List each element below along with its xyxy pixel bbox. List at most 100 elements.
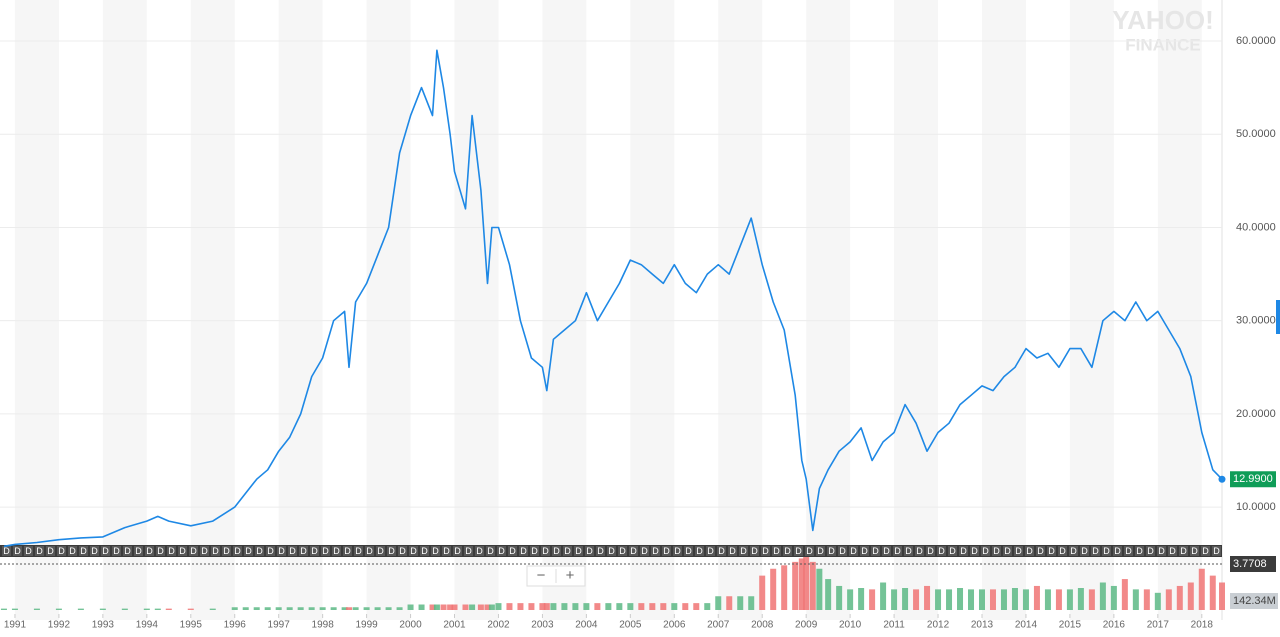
event-marker: D	[1169, 546, 1176, 556]
event-box	[321, 546, 330, 556]
event-box	[772, 546, 781, 556]
volume-bar	[242, 607, 249, 610]
x-tick-label: 1994	[136, 620, 159, 631]
event-box	[684, 546, 693, 556]
volume-bar	[1121, 579, 1128, 610]
volume-bar	[77, 608, 84, 610]
event-marker: D	[619, 546, 626, 556]
x-tick-label: 2008	[751, 620, 774, 631]
volume-bar	[935, 589, 942, 610]
event-marker: D	[685, 546, 692, 556]
event-box	[497, 546, 506, 556]
event-marker: D	[1191, 546, 1198, 556]
event-box	[673, 546, 682, 556]
y-tick-label: 20.0000	[1236, 408, 1276, 420]
volume-bar	[528, 603, 535, 610]
x-tick-label: 2011	[883, 620, 905, 631]
event-marker: D	[773, 546, 780, 556]
event-box	[1069, 546, 1078, 556]
volume-bar	[440, 604, 447, 610]
volume-bar	[704, 603, 711, 610]
year-band	[190, 0, 235, 620]
event-box	[1157, 546, 1166, 556]
event-marker: D	[707, 546, 714, 556]
volume-bar	[671, 603, 678, 610]
volume-bar	[330, 607, 337, 610]
volume-bar	[825, 579, 832, 610]
event-box	[717, 546, 726, 556]
event-marker: D	[817, 546, 824, 556]
x-tick-label: 1993	[92, 620, 115, 631]
volume-bar	[572, 603, 579, 610]
volume-bar	[433, 604, 440, 610]
event-box	[112, 546, 121, 556]
event-box	[651, 546, 660, 556]
event-marker: D	[168, 546, 175, 556]
volume-bar	[858, 588, 865, 610]
event-marker: D	[949, 546, 956, 556]
event-marker: D	[443, 546, 450, 556]
event-marker: D	[762, 546, 769, 556]
event-marker: D	[795, 546, 802, 556]
volume-bar	[484, 604, 491, 610]
event-marker: D	[927, 546, 934, 556]
volume-label: 142.34M	[1233, 595, 1276, 607]
event-marker: D	[740, 546, 747, 556]
event-box	[200, 546, 209, 556]
event-box	[563, 546, 572, 556]
event-marker: D	[938, 546, 945, 556]
volume-bar	[748, 596, 755, 610]
volume-bar	[682, 603, 689, 610]
event-marker: D	[3, 546, 10, 556]
event-marker: D	[575, 546, 582, 556]
volume-bar	[264, 607, 271, 610]
y-tick-label: 50.0000	[1236, 128, 1276, 140]
volume-bar	[1033, 585, 1040, 610]
event-box	[145, 546, 154, 556]
event-marker: D	[806, 546, 813, 556]
event-marker: D	[80, 546, 87, 556]
volume-bar	[816, 568, 823, 610]
event-box	[849, 546, 858, 556]
x-tick-label: 2006	[663, 620, 686, 631]
x-tick-label: 2015	[1059, 620, 1082, 631]
event-marker: D	[905, 546, 912, 556]
volume-bar	[99, 608, 106, 610]
event-box	[1113, 546, 1122, 556]
event-box	[123, 546, 132, 556]
event-box	[332, 546, 341, 556]
volume-bar	[616, 603, 623, 610]
year-band	[718, 0, 763, 620]
event-box	[937, 546, 946, 556]
volume-bar	[1088, 589, 1095, 610]
event-marker: D	[58, 546, 65, 556]
event-box	[860, 546, 869, 556]
volume-bar	[1099, 582, 1106, 610]
event-box	[222, 546, 231, 556]
event-box	[211, 546, 220, 556]
event-box	[57, 546, 66, 556]
volume-bar	[495, 603, 502, 610]
event-box	[1102, 546, 1111, 556]
event-box	[1014, 546, 1023, 556]
event-box	[992, 546, 1001, 556]
zoom-in[interactable]: +	[566, 567, 575, 584]
volume-bar	[363, 607, 370, 610]
volume-bar	[550, 603, 557, 610]
event-marker: D	[234, 546, 241, 556]
event-marker: D	[542, 546, 549, 556]
event-box	[101, 546, 110, 556]
event-box	[1091, 546, 1100, 556]
event-marker: D	[344, 546, 351, 556]
zoom-out[interactable]: −	[537, 567, 546, 584]
event-box	[695, 546, 704, 556]
volume-bar	[693, 603, 700, 610]
volume-bar	[1044, 589, 1051, 610]
y-tick-label: 60.0000	[1236, 35, 1276, 47]
event-box	[706, 546, 715, 556]
volume-bar	[737, 596, 744, 610]
event-marker: D	[135, 546, 142, 556]
event-marker: D	[520, 546, 527, 556]
event-box	[376, 546, 385, 556]
